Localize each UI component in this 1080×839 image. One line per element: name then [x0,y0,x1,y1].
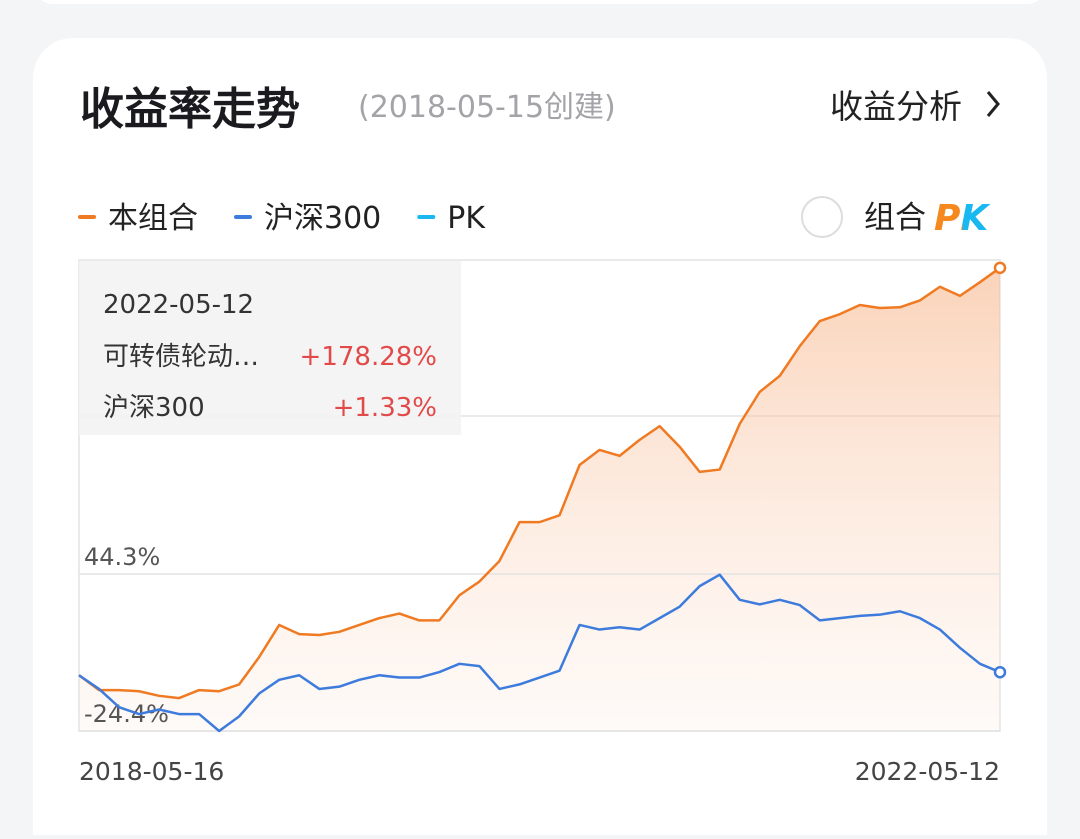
card-title: 收益率走势 [80,84,300,135]
chevron[interactable] [986,91,1000,117]
pk-label[interactable]: 组合 [864,200,926,236]
tooltip [79,261,461,435]
legend: 本组合 沪深300 PK [78,201,486,236]
x-tick-label: 2018-05-16 [79,757,224,786]
series-line [78,266,1001,700]
pk-badge[interactable]: PK [934,198,991,239]
series-line [78,573,1001,733]
next-card [62,828,1018,839]
created-date: (2018-05-15创建) [358,90,616,125]
tooltip-value: +178.28% [300,342,437,372]
legend-label: 本组合 [108,201,198,236]
legend-label: PK [447,201,486,236]
x-tick-label: 2022-05-12 [855,757,1000,786]
y-tick-label: -24.4% [84,700,169,728]
legend-label: 沪深300 [264,201,381,236]
pk-radio[interactable] [801,196,843,238]
analysis-link[interactable]: 收益分析 [830,87,962,126]
plot: 44.3% -24.4% 2018-05-16 2022-05-12 [78,261,1007,786]
tooltip-value: +1.33% [333,393,437,423]
end-marker [993,665,1007,679]
tooltip-name: 可转债轮动… [103,342,259,372]
prev-card [41,0,1039,4]
area [79,267,1000,731]
y-tick-label: 44.3% [84,543,160,571]
tooltip-date: 2022-05-12 [103,290,254,320]
end-marker [993,261,1007,275]
tooltip-name: 沪深300 [103,393,205,423]
